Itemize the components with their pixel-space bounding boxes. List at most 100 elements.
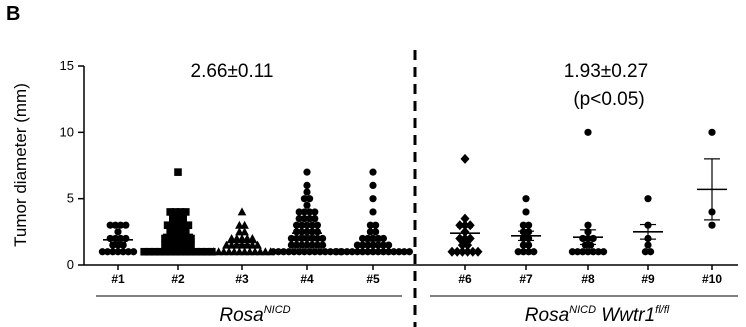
data-point (473, 246, 483, 257)
data-point (369, 195, 377, 203)
data-point (119, 241, 127, 249)
data-point (174, 221, 182, 229)
data-point (519, 248, 528, 256)
data-point (313, 221, 321, 229)
data-point (122, 234, 130, 243)
data-point (295, 214, 303, 223)
data-point (530, 248, 538, 256)
data-point (385, 248, 393, 256)
category-label: #7 (519, 272, 533, 286)
data-point (308, 241, 316, 249)
data-point (306, 248, 314, 256)
data-point (293, 241, 301, 249)
series-n7 (511, 195, 541, 256)
data-point (311, 214, 319, 223)
data-point (447, 246, 457, 257)
data-point (122, 221, 130, 229)
data-point (303, 168, 311, 176)
data-point (300, 195, 308, 203)
data-point (176, 247, 185, 256)
data-point (114, 228, 122, 236)
data-point (166, 241, 174, 249)
data-point (372, 221, 380, 229)
data-point (109, 248, 117, 256)
data-point (457, 240, 467, 251)
data-point (525, 248, 533, 256)
data-point (179, 214, 187, 223)
data-point (176, 228, 185, 236)
data-point (174, 214, 182, 223)
data-point (187, 241, 195, 249)
data-point (285, 248, 293, 256)
data-point (287, 234, 295, 243)
data-point (169, 221, 177, 229)
data-point (145, 247, 154, 256)
data-point (202, 247, 211, 256)
data-point (369, 208, 377, 216)
series-n9 (633, 195, 663, 256)
data-point (316, 248, 324, 256)
data-point (303, 221, 311, 229)
data-point (519, 241, 528, 249)
data-point (303, 241, 311, 249)
category-label: #2 (171, 272, 185, 286)
data-point (130, 248, 138, 256)
data-point (369, 234, 377, 243)
data-point (457, 246, 467, 257)
data-point (295, 248, 303, 256)
data-point (161, 234, 169, 243)
data-point (140, 247, 148, 256)
data-point (182, 208, 190, 216)
data-point (311, 248, 319, 256)
data-point (166, 208, 174, 216)
data-point (568, 248, 577, 256)
data-point (708, 221, 716, 229)
data-point (182, 241, 190, 249)
data-point (522, 208, 530, 216)
data-point (465, 220, 475, 231)
category-label: #3 (235, 272, 249, 286)
data-point (156, 247, 164, 256)
series-n6 (447, 153, 483, 257)
data-point (306, 214, 314, 223)
data-point (594, 248, 603, 256)
data-point (333, 248, 341, 256)
data-point (313, 228, 321, 236)
data-point (385, 241, 393, 249)
series-n5 (333, 168, 413, 256)
data-point (298, 241, 306, 249)
data-marks (98, 128, 727, 257)
data-point (452, 246, 462, 257)
data-point (364, 248, 372, 256)
data-point (187, 247, 195, 256)
data-point (308, 234, 316, 243)
data-point (353, 248, 361, 256)
data-point (182, 228, 190, 236)
data-point (589, 248, 597, 256)
data-point (295, 208, 303, 216)
data-point (117, 221, 125, 229)
data-point (98, 248, 106, 256)
series-n8 (568, 128, 608, 256)
group-labels: RosaNICD RosaNICD Wwtr1fl/fl (96, 295, 738, 326)
data-point (163, 221, 172, 229)
data-point (303, 234, 311, 243)
data-point (240, 227, 249, 236)
data-point (280, 248, 288, 256)
data-point (589, 234, 597, 243)
data-point (300, 214, 308, 223)
data-point (150, 247, 159, 256)
data-point (106, 221, 114, 229)
group1-label-sup: NICD (264, 304, 291, 316)
data-point (405, 248, 413, 256)
data-point (641, 248, 650, 256)
group2-pvalue-annotation: (p<0.05) (573, 89, 644, 110)
data-point (348, 248, 356, 256)
data-point (313, 241, 321, 249)
annotations: 2.66±0.11 1.93±0.27 (p<0.05) (191, 61, 649, 110)
series-n10 (697, 128, 727, 229)
data-point (359, 234, 367, 243)
data-point (326, 248, 334, 256)
data-point (525, 228, 533, 236)
y-tick-label: 0 (67, 257, 74, 272)
